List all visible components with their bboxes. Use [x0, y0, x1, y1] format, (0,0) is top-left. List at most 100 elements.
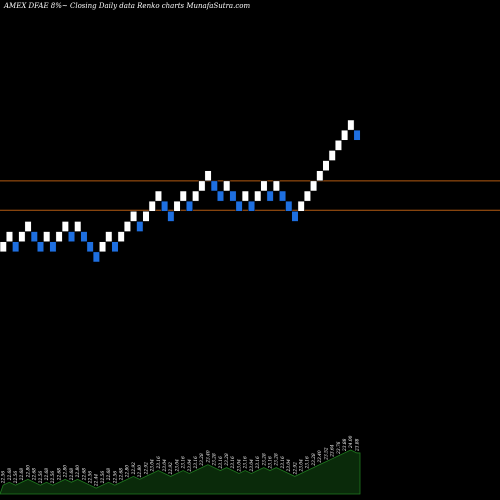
brick-up: [347, 119, 355, 131]
brick-down: [167, 211, 175, 222]
brick-down: [216, 190, 225, 202]
chart-title: AMEX DFAE 8%~ Closing Daily data Renko c…: [4, 2, 251, 10]
brick-down: [49, 241, 57, 253]
brick-up: [303, 190, 311, 202]
volume-label: 23.16: [244, 456, 249, 470]
brick-up: [5, 231, 13, 242]
volume-label: 23.16: [157, 456, 162, 470]
volume-label: 23.28: [262, 453, 267, 467]
brick-up: [99, 241, 107, 253]
volume-label: 22.80: [138, 465, 143, 479]
volume-label: 22.56: [89, 471, 94, 485]
brick-up: [105, 231, 113, 242]
brick-down: [86, 241, 94, 253]
volume-label: 22.56: [113, 471, 118, 485]
volume-label: 22.56: [2, 471, 7, 485]
volume-label: 23.04: [188, 459, 193, 473]
brick-up: [260, 180, 268, 192]
volume-label: 23.16: [231, 456, 236, 470]
brick-down: [279, 190, 287, 202]
volume-label: 23.04: [151, 459, 156, 473]
brick-up: [192, 190, 200, 202]
brick-up: [316, 170, 324, 182]
brick-up: [310, 180, 318, 192]
volume-label: 22.68: [82, 468, 87, 482]
volume-label: 23.04: [300, 459, 305, 473]
volume-label: 23.40: [206, 450, 211, 464]
volume-label: 23.28: [225, 453, 230, 467]
brick-down: [68, 231, 76, 242]
brick-up: [322, 160, 330, 171]
brick-down: [111, 241, 119, 253]
volume-label: 24.00: [349, 435, 354, 449]
volume-label: 23.16: [281, 456, 286, 470]
brick-down: [136, 221, 144, 232]
brick-up: [18, 231, 26, 242]
brick-up: [142, 211, 150, 222]
brick-down: [291, 211, 299, 222]
brick-down: [210, 180, 218, 192]
volume-label: 22.68: [107, 468, 112, 482]
volume-label: 23.16: [219, 456, 224, 470]
volume-labels: 22.56 22.68 22.56 22.68 22.80 22.68 22.56 22.68…: [2, 435, 361, 487]
brick-down: [285, 200, 293, 212]
volume-label: 22.68: [120, 468, 125, 482]
brick-up: [328, 150, 336, 161]
brick-down: [36, 241, 45, 253]
volume-label: 23.04: [250, 459, 255, 473]
volume-label: 22.68: [45, 468, 50, 482]
brick-down: [80, 231, 88, 242]
volume-label: 23.04: [175, 459, 180, 473]
brick-up: [117, 231, 125, 242]
brick-up: [148, 200, 156, 212]
brick-up: [341, 129, 349, 141]
volume-label: 22.44: [95, 474, 100, 488]
volume-label: 23.28: [213, 453, 218, 467]
brick-down: [92, 251, 100, 263]
volume-label: 22.68: [33, 468, 38, 482]
volume-label: 23.04: [287, 459, 292, 473]
volume-label: 23.04: [163, 459, 168, 473]
volume-label: 23.16: [269, 456, 274, 470]
volume-label: 23.16: [182, 456, 187, 470]
volume-label: 22.80: [76, 465, 81, 479]
volume-label: 22.92: [132, 462, 137, 476]
volume-label: 22.68: [57, 468, 62, 482]
volume-label: 22.56: [101, 471, 106, 485]
brick-down: [30, 231, 38, 242]
volume-label: 22.56: [39, 471, 44, 485]
volume-label: 23.16: [194, 456, 199, 470]
volume-label: 22.68: [70, 468, 75, 482]
brick-up: [0, 241, 7, 253]
volume-label: 22.68: [8, 468, 13, 482]
volume-label: 22.56: [14, 471, 19, 485]
brick-up: [173, 200, 181, 212]
brick-up: [130, 211, 138, 222]
brick-down: [353, 129, 361, 141]
volume-label: 22.92: [144, 462, 149, 476]
volume-area: [0, 449, 361, 495]
brick-up: [24, 221, 32, 232]
brick-up: [334, 140, 342, 151]
volume-label: 22.92: [293, 462, 298, 476]
volume-label: 23.76: [337, 441, 342, 455]
volume-label: 23.88: [343, 438, 348, 452]
brick-down: [235, 200, 243, 212]
renko-bricks: [0, 119, 361, 263]
brick-up: [61, 221, 69, 232]
brick-up: [272, 180, 280, 192]
volume-label: 23.40: [318, 450, 323, 464]
volume-label: 23.52: [324, 447, 329, 461]
volume-label: 23.88: [355, 438, 360, 452]
brick-down: [266, 190, 274, 202]
brick-up: [198, 180, 206, 192]
volume-label: 23.16: [306, 456, 311, 470]
brick-down: [12, 241, 20, 253]
volume-label: 23.28: [275, 453, 280, 467]
brick-down: [248, 200, 256, 212]
brick-up: [254, 190, 262, 202]
volume-label: 23.28: [312, 453, 317, 467]
brick-up: [297, 200, 305, 212]
brick-down: [185, 200, 193, 212]
